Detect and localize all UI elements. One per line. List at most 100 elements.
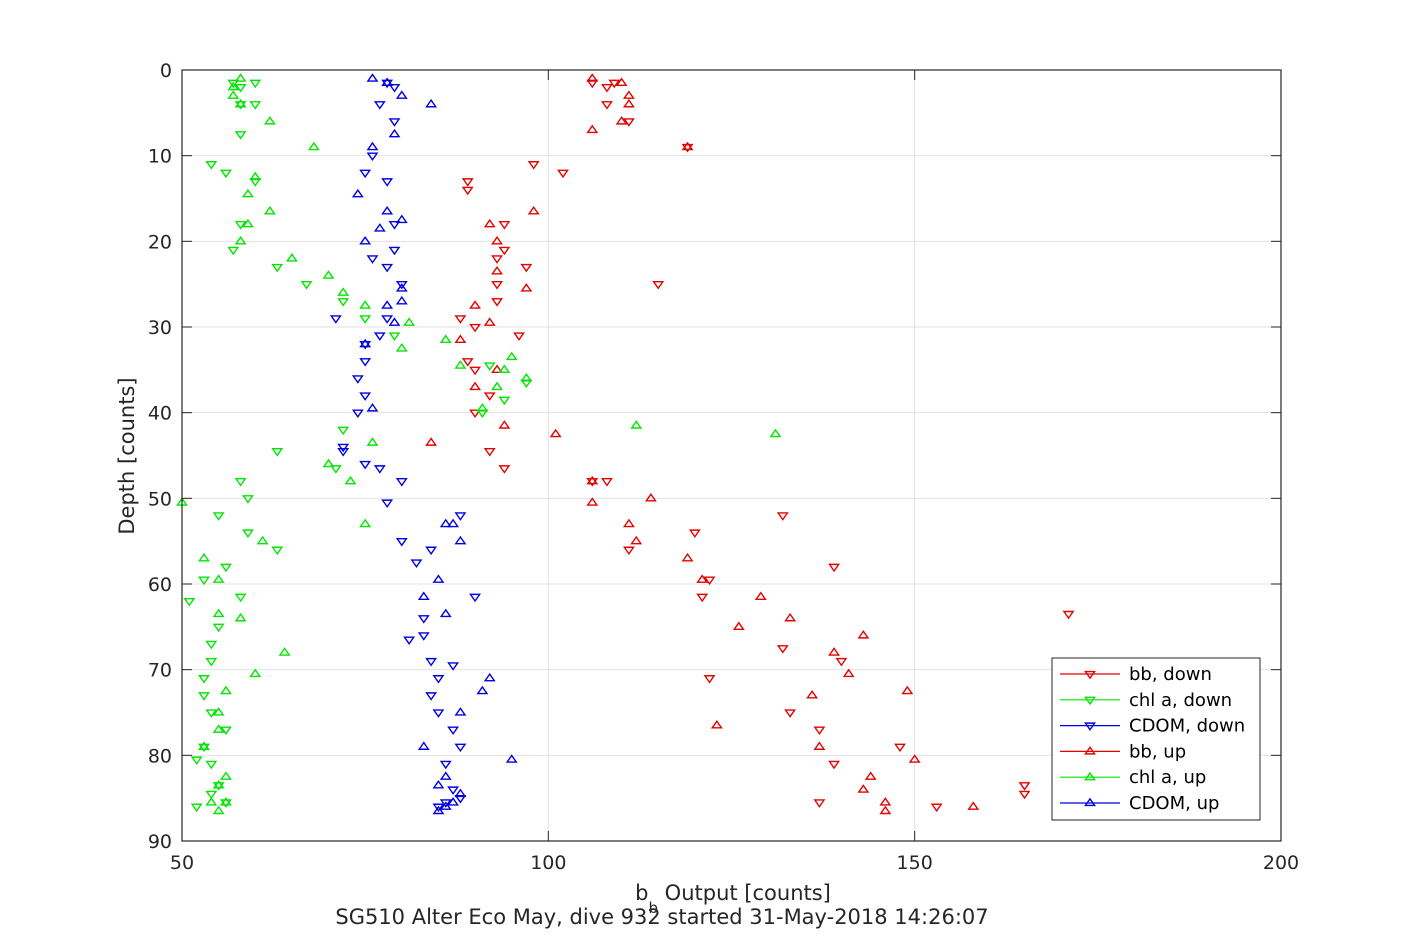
y-tick-label: 60: [148, 574, 172, 596]
data-point: [359, 460, 372, 470]
x-tick-label: 100: [530, 852, 566, 874]
data-point: [271, 546, 284, 556]
data-point: [381, 263, 394, 273]
data-point: [351, 375, 364, 384]
data-point: [476, 403, 489, 412]
y-tick-label: 10: [148, 146, 172, 168]
data-point: [491, 381, 503, 391]
data-point: [198, 692, 210, 701]
data-point: [417, 591, 430, 601]
data-point: [300, 280, 313, 290]
data-point: [212, 623, 225, 633]
data-point: [586, 497, 599, 506]
data-point: [967, 801, 980, 810]
data-point: [930, 803, 943, 813]
data-point: [447, 518, 460, 528]
series-5: [351, 73, 518, 815]
data-point: [461, 178, 474, 187]
data-point: [403, 317, 416, 326]
data-point: [205, 709, 218, 718]
data-point: [491, 364, 503, 374]
data-point: [498, 246, 511, 256]
data-point: [344, 475, 357, 485]
data-point: [813, 726, 826, 736]
data-point: [469, 381, 482, 391]
data-point: [263, 205, 276, 215]
data-point: [212, 805, 225, 815]
plot-area-frame: [181, 69, 1282, 842]
data-point: [586, 478, 599, 487]
data-point: [366, 403, 379, 412]
data-point: [234, 73, 247, 82]
data-point: [447, 662, 460, 671]
data-point: [337, 426, 350, 436]
data-point: [395, 280, 408, 290]
data-point: [864, 771, 877, 780]
data-point: [395, 283, 408, 292]
data-point: [249, 101, 262, 110]
data-point: [256, 535, 269, 545]
data-point: [622, 90, 635, 99]
data-point: [388, 317, 401, 326]
data-point: [454, 360, 467, 369]
data-point: [498, 420, 511, 429]
data-point: [227, 81, 240, 91]
data-point: [220, 726, 232, 736]
data-point: [220, 563, 232, 573]
data-point: [227, 90, 240, 99]
data-point: [329, 465, 342, 474]
data-point: [696, 574, 709, 583]
data-point: [454, 334, 467, 344]
data-point: [395, 214, 408, 224]
data-point: [483, 672, 496, 682]
data-point: [732, 621, 745, 631]
y-tick-label: 30: [148, 317, 172, 339]
data-point: [703, 576, 716, 586]
data-point: [483, 218, 496, 228]
data-point: [601, 83, 613, 93]
data-point: [491, 235, 503, 245]
data-point: [520, 263, 533, 273]
data-point: [454, 788, 467, 798]
data-point: [498, 396, 511, 406]
data-point: [373, 465, 386, 474]
data-point: [425, 437, 438, 446]
data-point: [212, 512, 225, 521]
data-point: [622, 118, 635, 127]
data-point: [432, 709, 445, 718]
data-point: [307, 141, 320, 151]
data-point: [447, 726, 460, 736]
data-point: [234, 593, 247, 603]
data-point: [425, 546, 438, 556]
data-point: [359, 338, 372, 348]
data-point: [879, 805, 892, 815]
data-point: [242, 188, 254, 198]
data-point: [681, 552, 694, 562]
data-point: [220, 799, 232, 808]
data-point: [220, 685, 232, 695]
data-point: [190, 756, 203, 765]
data-point: [183, 597, 196, 607]
axis-ticks: 50 100 150 200 0 10 20 30 40 50 60 70 80 90: [148, 60, 1299, 874]
data-point: [205, 797, 218, 806]
data-point: [395, 90, 408, 99]
data-point: [879, 797, 892, 806]
data-point: [227, 79, 240, 89]
data-point: [439, 801, 452, 810]
legend-marker: [1084, 670, 1096, 680]
data-point: [417, 615, 430, 624]
data-point: [359, 315, 372, 324]
x-axis-label-rest: Output [counts]: [658, 881, 831, 905]
data-point: [249, 79, 262, 89]
data-point: [417, 632, 430, 641]
legend-marker: [1084, 771, 1096, 781]
data-point: [366, 141, 379, 151]
data-point: [234, 221, 247, 230]
data-point: [395, 295, 408, 305]
data-point: [373, 332, 386, 341]
legend-marker: [1084, 797, 1096, 807]
chart-title: SG510 Alter Eco May, dive 932 started 31…: [335, 905, 988, 929]
x-axis-label-main: b: [635, 881, 648, 905]
data-point: [388, 83, 401, 93]
